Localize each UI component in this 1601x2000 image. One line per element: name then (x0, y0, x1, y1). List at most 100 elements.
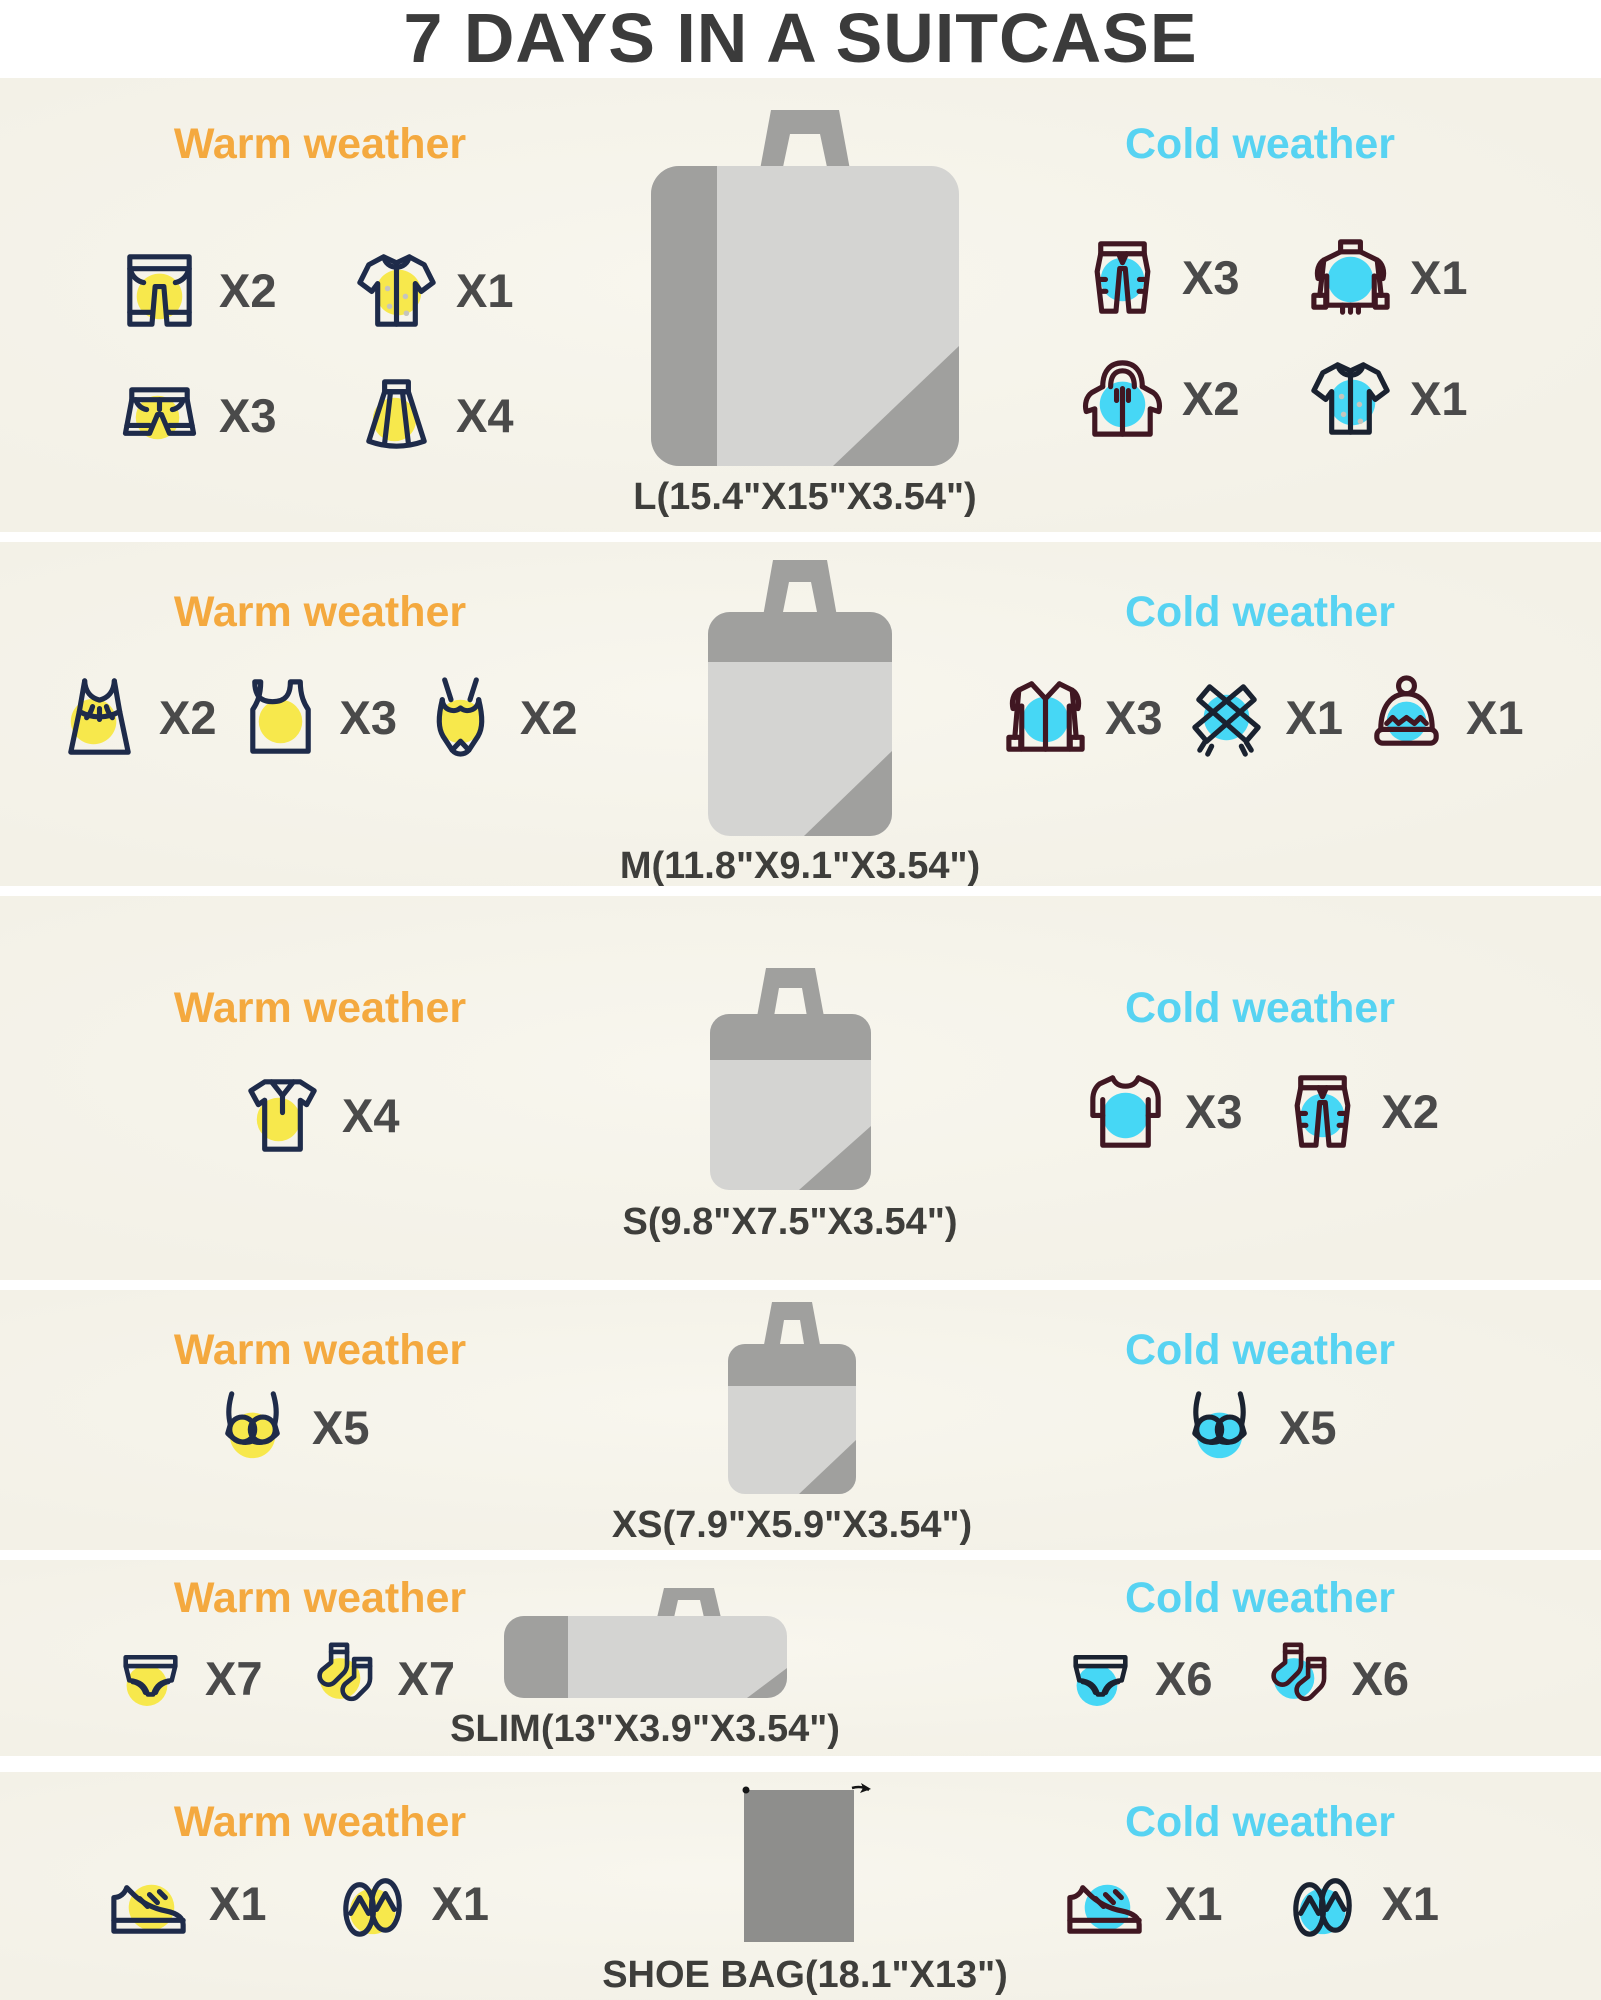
warm-items-group: X1 X1 (102, 1856, 489, 1951)
tshirt-icon (235, 1068, 330, 1163)
item-flip-flops: X1 (1275, 1856, 1440, 1951)
leggings-icon (1275, 1064, 1370, 1159)
icon-shape (1314, 365, 1387, 432)
flip-flops-icon (325, 1856, 420, 1951)
warm-weather-heading: Warm weather (173, 588, 467, 636)
item-count: X4 (456, 389, 514, 442)
bag-size-label: SLIM(13"X3.9"X3.54") (450, 1708, 840, 1750)
bag-size-label: SHOE BAG(18.1"X13") (602, 1954, 1008, 1996)
sweater-icon (1303, 230, 1398, 325)
item-count: X5 (1279, 1401, 1337, 1454)
item-dress: X2 (52, 670, 217, 765)
beanie-icon (1359, 670, 1454, 765)
warm-weather-heading: Warm weather (173, 1326, 467, 1374)
item-count: X2 (1182, 372, 1240, 425)
item-swimsuit: X2 (413, 670, 578, 765)
item-count: X3 (219, 389, 277, 442)
scarf-icon (1179, 670, 1274, 765)
socks-icon (1255, 1636, 1340, 1721)
swimsuit-icon (413, 670, 508, 765)
item-count: X2 (520, 691, 578, 744)
item-count: X3 (1185, 1085, 1243, 1138)
item-beanie: X1 (1359, 670, 1524, 765)
item-tank-top: X3 (233, 670, 398, 765)
item-count: X2 (159, 691, 217, 744)
item-bra: X5 (205, 1380, 370, 1475)
item-tshirt: X4 (235, 1068, 400, 1163)
item-count: X2 (219, 264, 277, 317)
cold-items-group: X1 X1 (1058, 1856, 1439, 1951)
item-flip-flops: X1 (325, 1856, 490, 1951)
item-sweater: X1 (1303, 230, 1468, 325)
item-leggings: X2 (1275, 1064, 1439, 1159)
row-medium-cube: Warm weather X2 X3 X2 (0, 542, 1601, 888)
sneaker-icon (1058, 1884, 1153, 1951)
sneaker-icon (102, 1884, 197, 1951)
item-socks: X7 (301, 1636, 456, 1721)
warm-weather-heading: Warm weather (173, 120, 467, 168)
bag-slim-cube: SLIM(13"X3.9"X3.54") (445, 1576, 845, 1751)
item-count: X3 (339, 691, 398, 744)
item-leggings: X3 (1075, 230, 1303, 325)
icon-shape (345, 1881, 398, 1934)
item-count: X5 (312, 1401, 370, 1454)
item-bra: X5 (1172, 1380, 1337, 1475)
item-jacket: X3 (998, 670, 1163, 765)
item-count: X3 (1105, 691, 1163, 744)
cold-items-group: X5 (1172, 1380, 1337, 1475)
slim-cube-illustration (503, 1588, 787, 1698)
jeans-icon (112, 243, 207, 338)
hoodie-icon (1075, 351, 1170, 446)
item-count: X6 (1351, 1652, 1410, 1705)
warm-items-group: X2 X3 X2 (52, 670, 578, 765)
dress-icon (52, 670, 147, 765)
cold-items-group: X3 X1 X1 (998, 670, 1524, 765)
item-count: X6 (1155, 1652, 1213, 1705)
socks-icon (301, 1636, 386, 1721)
item-shorts: X3 (112, 368, 349, 463)
item-scarf: X1 (1179, 670, 1344, 765)
leggings-icon (1075, 230, 1170, 325)
icon-shape (1295, 1881, 1348, 1934)
bag-xsmall-cube: XS(7.9"X5.9"X3.54") (592, 1292, 992, 1547)
item-skirt: X4 (349, 368, 514, 463)
flip-flops-icon (1275, 1856, 1370, 1951)
warm-items-group: X7 X7 (108, 1636, 455, 1721)
cold-weather-heading: Cold weather (1125, 1574, 1395, 1622)
xsmall-cube-illustration (728, 1302, 856, 1494)
row-small-cube: Warm weather X4 S(9.8"X7.5"X3.54") Cold … (0, 896, 1601, 1280)
bag-small-cube: S(9.8"X7.5"X3.54") (590, 954, 990, 1244)
warm-items-group: X2 X1 X3 X4 (112, 243, 514, 463)
item-count: X1 (1381, 1877, 1440, 1930)
item-count: X1 (431, 1877, 490, 1930)
item-underwear: X6 (1058, 1636, 1213, 1721)
item-count: X1 (1410, 372, 1468, 425)
item-underwear: X7 (108, 1636, 263, 1721)
skirt-icon (349, 368, 444, 463)
cold-weather-heading: Cold weather (1125, 588, 1395, 636)
warm-weather-heading: Warm weather (173, 1798, 467, 1846)
warm-weather-heading: Warm weather (173, 1574, 467, 1622)
item-count: X7 (205, 1652, 263, 1705)
icon-shape (1086, 363, 1160, 434)
item-count: X7 (397, 1652, 456, 1705)
bra-icon (205, 1380, 300, 1459)
item-count: X1 (456, 264, 514, 317)
cold-weather-heading: Cold weather (1125, 984, 1395, 1032)
jacket-icon (998, 670, 1093, 765)
bra-icon (1172, 1380, 1267, 1459)
warm-items-group: X4 (235, 1068, 400, 1163)
item-hoodie: X2 (1075, 351, 1303, 446)
item-sneaker: X1 (1058, 1856, 1223, 1951)
item-jeans: X2 (112, 243, 349, 338)
item-count: X4 (342, 1089, 400, 1142)
bag-size-label: M(11.8"X9.1"X3.54") (619, 845, 981, 887)
bag-medium-cube: M(11.8"X9.1"X3.54") (600, 546, 1000, 888)
item-count: X1 (1165, 1877, 1223, 1930)
icon-shape (1009, 684, 1082, 749)
bag-large-cube: L(15.4"X15"X3.54") (600, 94, 1010, 519)
item-count: X1 (1285, 691, 1344, 744)
item-count: X1 (1410, 251, 1468, 304)
shirt-icon (1303, 351, 1398, 446)
